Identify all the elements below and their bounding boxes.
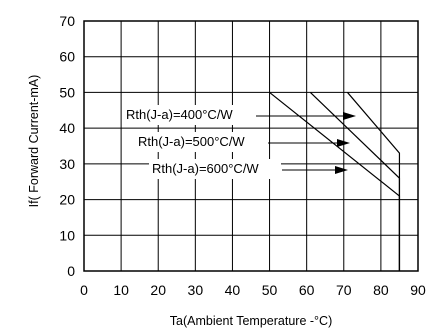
annotation-arrow-head [343,112,356,120]
axes [83,20,419,272]
y-axis-label: If( Forward Current-mA) [27,75,41,208]
x-tick-label: 10 [113,282,129,298]
y-tick-label: 30 [59,156,75,172]
annotation-arrow-head [337,139,350,147]
annotation-backdrop [135,132,267,152]
x-tick-label: 60 [299,282,315,298]
y-tick-label: 60 [59,49,75,65]
y-tick-label: 10 [59,227,75,243]
x-tick-label: 30 [188,282,204,298]
x-axis-label: Ta(Ambient Temperature -°C) [170,314,332,328]
tick-labels: 0 10 20 30 40 50 60 70 80 90 0 10 20 30 40 50 60 70 [59,13,426,298]
y-tick-label: 40 [59,120,75,136]
x-tick-label: 20 [150,282,166,298]
series-line [347,92,401,271]
series-lines [269,91,401,271]
annotation-backdrop [123,105,255,125]
x-tick-label: 50 [262,282,278,298]
annotation-arrow-head [335,166,348,174]
annotation-backdrop [149,159,281,179]
series-annotation-label: Rth(J-a)=400°C/W [126,107,233,122]
series-annotation-label: Rth(J-a)=500°C/W [138,134,245,149]
series-annotations: Rth(J-a)=400°C/W Rth(J-a)=500°C/W Rth(J-a)… [123,105,356,179]
y-tick-label: 20 [59,192,75,208]
series-line [309,91,401,271]
x-tick-label: 90 [410,282,426,298]
series-line [269,91,401,271]
x-tick-label: 80 [373,282,389,298]
grid [84,21,418,271]
y-tick-label: 50 [59,84,75,100]
y-tick-label: 70 [59,13,75,29]
series-annotation-label: Rth(J-a)=600°C/W [152,161,259,176]
plot-frame [83,20,419,272]
x-tick-label: 40 [225,282,241,298]
x-tick-label: 70 [336,282,352,298]
x-tick-label: 0 [80,282,88,298]
y-tick-label: 0 [67,263,75,279]
